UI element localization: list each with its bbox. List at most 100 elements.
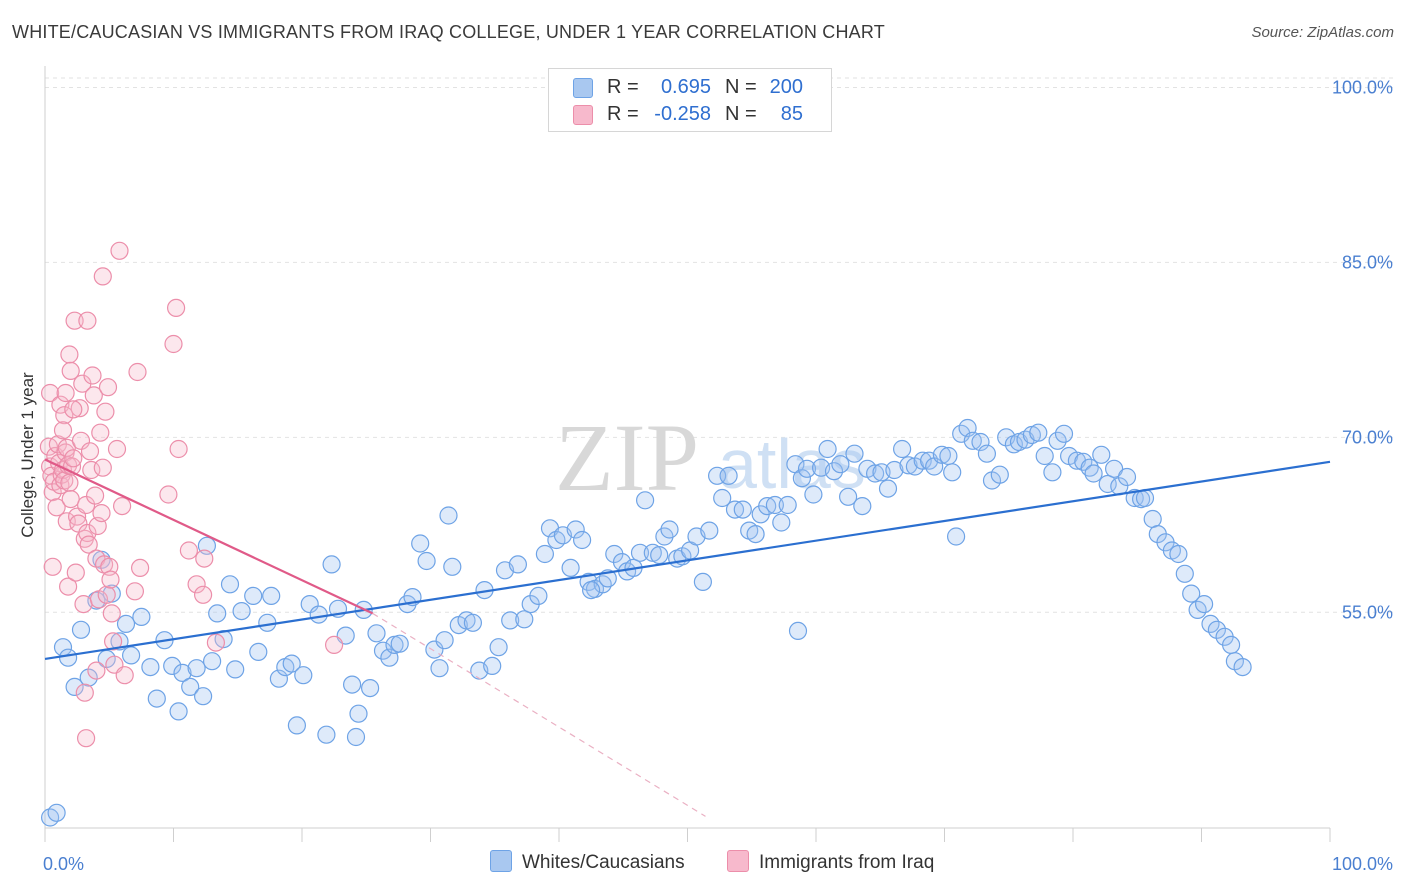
point-whites	[593, 575, 612, 594]
point-iraq	[66, 563, 85, 582]
point-whites	[946, 527, 966, 546]
gridlines	[45, 77, 1395, 613]
point-whites	[561, 558, 580, 578]
legend-n-value: 200	[769, 76, 803, 98]
point-whites	[1221, 635, 1241, 655]
point-whites	[515, 610, 534, 629]
point-iraq	[57, 512, 76, 531]
point-iraq	[98, 378, 118, 397]
x-tick-label: 100.0%	[1332, 854, 1393, 874]
point-iraq	[93, 267, 112, 286]
point-whites	[845, 444, 864, 463]
point-whites	[566, 520, 585, 539]
bottom-legend-iraq: Immigrants from Iraq	[727, 850, 934, 874]
point-whites	[831, 455, 850, 474]
point-whites	[1098, 474, 1117, 494]
point-whites	[373, 641, 393, 660]
legend-row-whites: R = 0.695 N = 200	[549, 74, 831, 100]
point-whites	[173, 663, 192, 683]
legend-n-label: N =	[725, 76, 757, 98]
point-whites	[294, 666, 313, 685]
legend-r-label: R =	[607, 76, 639, 98]
point-iraq	[107, 439, 127, 459]
point-whites	[990, 465, 1009, 484]
point-iraq	[83, 366, 102, 385]
point-whites	[1143, 509, 1162, 529]
point-iraq	[112, 497, 132, 516]
point-whites	[71, 620, 91, 639]
point-iraq	[93, 458, 112, 477]
point-whites	[79, 668, 98, 687]
bottom-legend-whites: Whites/Caucasians	[490, 850, 685, 874]
point-iraq	[169, 439, 188, 459]
point-whites	[878, 479, 898, 498]
trend-line-whites	[44, 460, 1331, 660]
point-whites	[963, 431, 982, 450]
legend-r-label: R =	[607, 103, 639, 125]
point-iraq	[115, 666, 134, 685]
point-iraq	[53, 421, 73, 440]
point-whites	[818, 439, 837, 459]
trend-lines	[44, 458, 1331, 817]
point-whites	[939, 446, 958, 466]
point-whites	[232, 601, 251, 621]
point-whites	[788, 621, 808, 641]
point-whites	[943, 463, 962, 482]
point-whites	[932, 445, 952, 464]
bottom-legend-label-iraq: Immigrants from Iraq	[759, 852, 935, 873]
legend-n-label: N =	[725, 103, 757, 125]
point-whites	[489, 638, 508, 657]
point-whites	[535, 544, 555, 564]
point-iraq	[75, 683, 94, 702]
point-whites	[650, 545, 669, 565]
point-whites	[1092, 445, 1111, 464]
point-whites	[693, 572, 713, 592]
y-tick-label: 85.0%	[1342, 252, 1393, 272]
point-iraq	[61, 361, 80, 380]
point-iraq	[128, 362, 147, 382]
point-iraq	[47, 498, 66, 517]
point-whites	[746, 524, 765, 544]
point-iraq	[96, 402, 115, 421]
data-points	[39, 241, 1252, 827]
y-axis-label: College, Under 1 year	[18, 372, 37, 538]
point-whites	[892, 439, 912, 459]
watermark-zip: ZIP	[555, 404, 699, 511]
point-iraq	[195, 549, 214, 568]
point-whites	[1117, 467, 1137, 487]
point-whites	[899, 456, 918, 475]
point-iraq	[78, 311, 97, 330]
point-iraq	[167, 298, 186, 317]
point-whites	[194, 687, 213, 706]
point-whites	[1194, 594, 1214, 614]
point-whites	[719, 466, 738, 485]
point-iraq	[159, 485, 178, 504]
point-whites	[463, 613, 482, 632]
point-whites	[804, 485, 823, 504]
point-whites	[322, 555, 341, 574]
point-whites	[1084, 464, 1103, 483]
point-iraq	[164, 334, 183, 354]
point-whites	[630, 543, 650, 562]
point-whites	[141, 657, 160, 677]
point-whites	[187, 659, 206, 678]
point-iraq	[79, 535, 98, 554]
point-whites	[116, 614, 136, 634]
point-whites	[501, 611, 520, 630]
point-whites	[443, 557, 462, 576]
point-iraq	[103, 632, 123, 651]
point-whites	[147, 689, 166, 708]
point-whites	[58, 648, 78, 667]
legend-r-value: -0.258	[654, 103, 711, 125]
point-whites	[971, 432, 990, 452]
point-whites	[1029, 423, 1048, 442]
point-iraq	[187, 575, 206, 594]
point-whites	[865, 464, 885, 483]
legend-n-value: 85	[780, 103, 803, 125]
point-iraq	[65, 311, 84, 330]
point-whites	[913, 451, 932, 470]
watermark: ZIP atlas	[555, 404, 866, 511]
point-whites	[390, 634, 409, 653]
point-whites	[797, 459, 817, 478]
